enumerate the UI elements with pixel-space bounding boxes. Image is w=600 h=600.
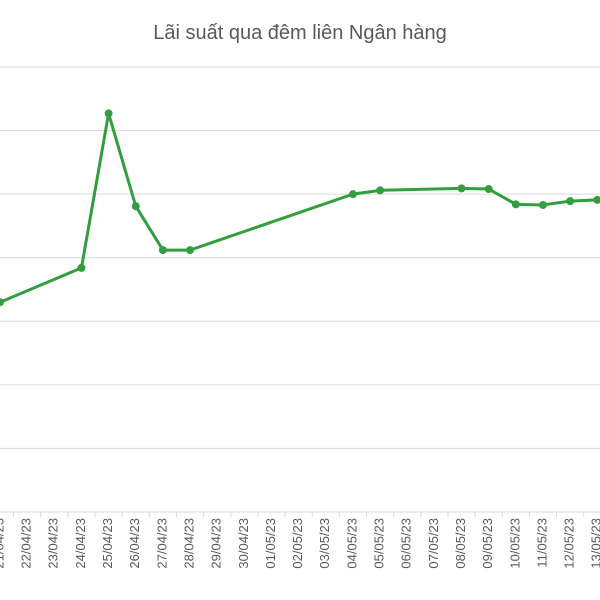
data-point bbox=[186, 246, 195, 255]
line-segment bbox=[514, 202, 545, 207]
x-tick-label: 21/04/23 bbox=[0, 518, 6, 569]
line-segment bbox=[351, 188, 382, 196]
x-tick-label: 23/04/23 bbox=[46, 518, 61, 569]
line-segment bbox=[188, 192, 355, 252]
x-tick-label: 06/05/23 bbox=[399, 518, 414, 569]
line-segment bbox=[378, 186, 464, 192]
line-segment bbox=[541, 199, 572, 207]
data-point bbox=[593, 195, 600, 204]
line-segment bbox=[0, 266, 83, 304]
chart-title: Lãi suất qua đêm liên Ngân hàng bbox=[153, 22, 447, 44]
line-segment bbox=[460, 186, 491, 191]
x-tick-label: 29/04/23 bbox=[209, 518, 224, 569]
data-point bbox=[158, 246, 167, 255]
x-tick-label: 28/04/23 bbox=[181, 518, 196, 569]
line-segment bbox=[568, 198, 599, 203]
data-point bbox=[376, 186, 385, 195]
data-point bbox=[348, 190, 357, 199]
x-tick-label: 25/04/23 bbox=[100, 518, 115, 569]
x-tick-label: 07/05/23 bbox=[426, 518, 441, 569]
x-tick-label: 08/05/23 bbox=[453, 518, 468, 569]
x-tick-label: 24/04/23 bbox=[73, 518, 88, 569]
x-tick-label: 30/04/23 bbox=[236, 518, 251, 569]
data-point bbox=[77, 263, 86, 272]
line-segment bbox=[134, 204, 165, 252]
x-tick-label: 11/05/23 bbox=[534, 518, 549, 568]
data-point bbox=[131, 202, 140, 211]
line-segment bbox=[487, 187, 518, 206]
data-point bbox=[0, 298, 4, 307]
x-tick-label: 13/05/23 bbox=[589, 518, 600, 569]
x-tick-label: 26/04/23 bbox=[127, 518, 142, 569]
x-tick-label: 27/04/23 bbox=[154, 518, 169, 569]
x-tick-label: 01/05/23 bbox=[263, 518, 278, 569]
line-segment bbox=[107, 111, 138, 208]
data-point bbox=[104, 109, 113, 118]
x-tick-label: 10/05/23 bbox=[507, 518, 522, 569]
data-point bbox=[511, 200, 520, 209]
x-tick-label: 04/05/23 bbox=[344, 518, 359, 569]
data-point bbox=[566, 197, 575, 206]
data-point bbox=[484, 185, 493, 194]
data-point bbox=[457, 184, 466, 193]
x-tick-label: 12/05/23 bbox=[562, 518, 577, 569]
x-tick-label: 05/05/23 bbox=[372, 518, 387, 569]
x-tick-label: 09/05/23 bbox=[480, 518, 495, 569]
data-point bbox=[539, 200, 547, 209]
x-tick-label: 03/05/23 bbox=[317, 518, 332, 569]
line-segment bbox=[79, 111, 111, 270]
x-tick-label: 22/04/23 bbox=[19, 518, 34, 569]
x-tick-label: 02/05/23 bbox=[290, 518, 305, 569]
